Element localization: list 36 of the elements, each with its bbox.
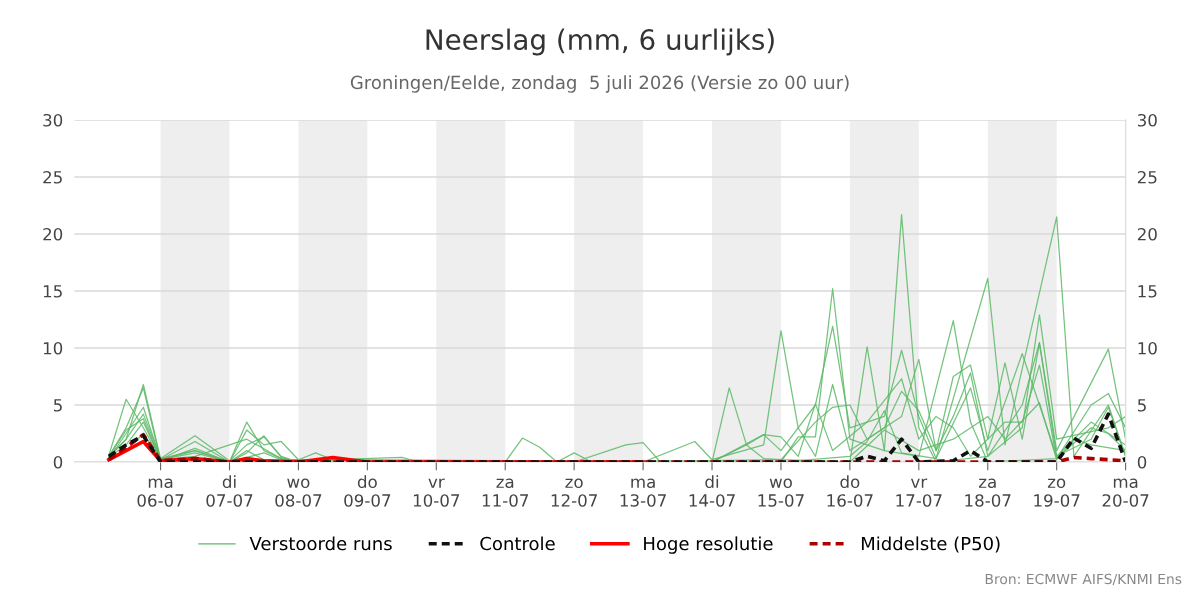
x-tick-label: wo 08-07 [275, 478, 322, 507]
legend-label: Middelste (P50) [861, 536, 1000, 553]
x-tick-label: zo 12-07 [551, 478, 597, 507]
legend-label: Hoge resolutie [644, 536, 773, 554]
y-tick-label: 20 [43, 227, 63, 241]
y2-tick-label: 25 [1137, 170, 1157, 184]
y2-tick-label: 5 [1138, 399, 1146, 412]
x-tick-label: ma 20-07 [1102, 478, 1149, 507]
y2-tick-label: 30 [1137, 113, 1157, 127]
chart-subtitle: Groningen/Eelde, zondag 5 juli 2026 (Versie zo 00 uur) [350, 75, 849, 93]
x-tick-label: vr 17-07 [896, 478, 942, 507]
x-tick-label: za 11-07 [482, 478, 529, 507]
x-tick-label: do 09-07 [344, 475, 391, 507]
y-tick-label: 10 [43, 341, 63, 355]
x-tick-label: ma 06-07 [137, 478, 184, 507]
text: Bron: ECMWF AIFS/KNMI Ens [985, 573, 1182, 586]
legend-label: Controle [480, 536, 555, 551]
legend-label: Verstoorde runs [249, 536, 392, 551]
x-tick-label: do 16-07 [827, 475, 873, 507]
x-tick-label: vr 10-07 [413, 478, 460, 507]
x-tick-label: zo 19-07 [1034, 478, 1080, 507]
y-tick-label: 25 [43, 170, 62, 184]
y2-tick-label: 15 [1138, 285, 1157, 298]
y-tick-label: 0 [53, 455, 63, 469]
x-tick-label: za 18-07 [965, 478, 1011, 507]
y2-tick-label: 20 [1137, 227, 1157, 241]
x-tick-label: di 07-07 [206, 475, 253, 507]
x-tick-label: wo 15-07 [758, 478, 804, 507]
x-tick-label: ma 13-07 [620, 478, 666, 507]
y2-tick-label: 0 [1137, 455, 1147, 469]
chart-title: Neerslag (mm, 6 uurlijks) [426, 28, 774, 56]
y-tick-label: 30 [43, 113, 63, 127]
y2-tick-label: 10 [1138, 341, 1157, 355]
y-tick-label: 15 [43, 285, 62, 298]
y-tick-label: 5 [53, 399, 62, 412]
x-tick-label: di 14-07 [689, 475, 735, 507]
